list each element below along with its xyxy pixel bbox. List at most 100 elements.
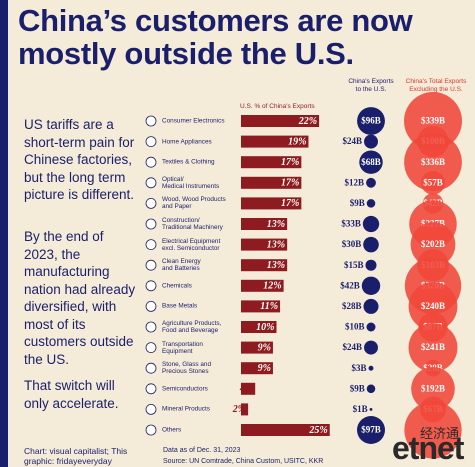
category-icon xyxy=(145,300,157,312)
bar-label: 25% xyxy=(308,425,327,436)
category-icon xyxy=(145,136,157,148)
column-header: U.S. % of China's Exports xyxy=(240,103,315,110)
bubble-label: $68B xyxy=(361,157,381,167)
bubble xyxy=(411,366,455,411)
bar xyxy=(241,382,256,395)
bubble-label: $97B xyxy=(361,425,381,435)
bar xyxy=(241,115,320,127)
bar xyxy=(241,300,281,313)
bar-label: 17% xyxy=(281,178,299,189)
bar xyxy=(241,197,302,210)
side-stripe xyxy=(0,0,8,467)
watermark-cn: 经济通 xyxy=(420,426,460,441)
bar-label: 2% xyxy=(232,404,246,415)
category-icon xyxy=(145,239,157,251)
bubble xyxy=(362,215,380,233)
paragraph: That switch will only accelerate. xyxy=(24,378,119,411)
bar-label: 17% xyxy=(281,157,299,168)
bubble xyxy=(404,401,462,459)
watermark: etnet xyxy=(392,430,464,466)
category-label: Optical/ Medical Instruments xyxy=(162,175,220,190)
category-label: Wood, Wood Products and Paper xyxy=(162,196,226,211)
bar-label: 11% xyxy=(260,301,278,312)
bubble xyxy=(365,259,377,271)
bubble xyxy=(357,107,385,135)
bar-label: 13% xyxy=(267,239,285,250)
category-icon xyxy=(145,424,157,436)
bubble-label: $57B xyxy=(423,177,443,187)
bubble xyxy=(408,281,458,331)
bubble xyxy=(363,236,379,253)
category-label: Consumer Electronics xyxy=(162,117,225,125)
category-label: Semiconductors xyxy=(162,385,208,393)
bar xyxy=(241,341,273,354)
bar xyxy=(241,362,273,375)
bar-label: 9% xyxy=(258,363,271,374)
date-note: Data as of Dec. 31, 2023 xyxy=(163,447,241,454)
bubble-label: $28B xyxy=(342,301,362,311)
category-icon xyxy=(145,218,157,230)
bar xyxy=(241,176,302,189)
bar-label: 13% xyxy=(267,260,285,271)
bubble-label: $9B xyxy=(350,383,365,393)
category-label: Mineral Products xyxy=(162,405,210,413)
bubble xyxy=(369,407,373,411)
bubble-label: $42B xyxy=(340,280,360,290)
credit: Chart: visual capitalist; This graphic: … xyxy=(24,446,128,466)
category-label: Electrical Equipment excl. Semiconductor xyxy=(162,237,221,252)
category-label: Textiles & Clothing xyxy=(162,158,215,166)
bubble xyxy=(368,365,374,371)
paragraph: By the end of 2023, the manufacturing na… xyxy=(24,229,136,367)
bar xyxy=(241,218,288,230)
bubble-label: $192B xyxy=(421,383,445,393)
bar xyxy=(241,279,284,292)
category-icon xyxy=(145,197,157,209)
bubble-label: $33B xyxy=(341,219,361,229)
title: China’s customers are now mostly outside… xyxy=(18,3,413,71)
category-icon xyxy=(145,362,157,374)
bar xyxy=(241,259,288,272)
bubble-label: $12B xyxy=(345,177,365,187)
category-icon xyxy=(145,259,157,271)
category-icon xyxy=(145,115,157,127)
category-label: Agriculture Products, Food and Beverage xyxy=(162,320,222,334)
bubble xyxy=(364,340,378,355)
category-label: Home Appliances xyxy=(162,138,212,146)
source: Source: UN Comtrade, China Custom, USITC… xyxy=(163,458,324,465)
bubble xyxy=(404,133,462,192)
bubble-label: $240B xyxy=(421,301,445,311)
bubble xyxy=(366,199,376,208)
bubble-label: $96B xyxy=(361,116,381,126)
category-icon xyxy=(145,321,157,333)
bubble xyxy=(357,416,385,444)
bar-label: 9% xyxy=(258,342,271,353)
paragraph: US tariffs are a short-term pain for Chi… xyxy=(24,117,135,202)
bubble-label: $339B xyxy=(421,116,445,126)
bar-label: 22% xyxy=(298,116,317,127)
category-label: Construction/ Traditional Machinery xyxy=(162,217,223,231)
bubble-label: $24B xyxy=(343,136,363,146)
column-header: China's Exports to the U.S. xyxy=(348,78,394,93)
bar xyxy=(241,135,309,148)
bar xyxy=(241,403,249,416)
bubble-label: $241B xyxy=(421,342,445,352)
bubble-label: $30B xyxy=(342,239,362,249)
bubble-label: $202B xyxy=(421,239,445,249)
bubble-label: $3B xyxy=(352,363,367,373)
bar xyxy=(241,156,302,169)
category-icon xyxy=(145,156,157,168)
bubble-label: $10B xyxy=(345,322,365,332)
bar-label: 10% xyxy=(256,322,274,333)
bubble xyxy=(359,150,383,174)
bubble xyxy=(361,276,381,296)
bar-label: 19% xyxy=(288,136,306,147)
bubble xyxy=(366,322,376,332)
bubble-label: $336B xyxy=(421,157,445,167)
bar-label: 13% xyxy=(267,219,285,230)
category-label: Chemicals xyxy=(162,282,192,290)
bubble-label: $1B xyxy=(353,404,368,414)
category-label: Stone, Glass and Precious Stones xyxy=(162,361,212,376)
category-icon xyxy=(145,342,157,354)
